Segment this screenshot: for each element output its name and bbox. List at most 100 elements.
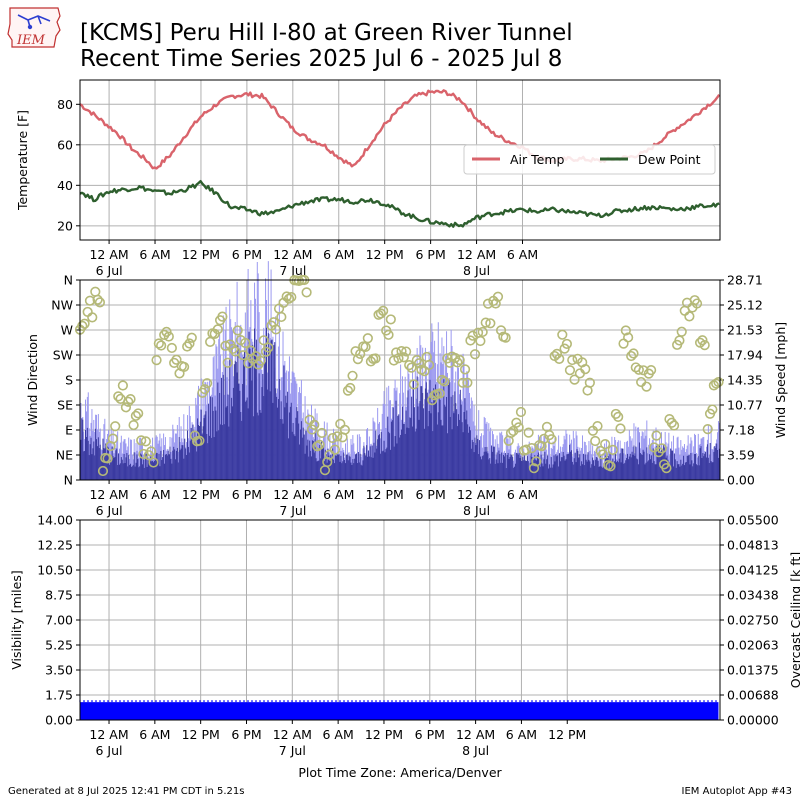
wind-direction-marker: [702, 424, 713, 435]
chart-title-line1: [KCMS] Peru Hill I-80 at Green River Tun…: [80, 20, 573, 46]
iowa-outline-shape: [7, 7, 61, 48]
wind-direction-marker: [201, 378, 213, 389]
x-tick-label: 6 PM: [232, 247, 262, 262]
wind-direction-marker: [102, 453, 113, 464]
wind-direction-marker: [92, 294, 103, 305]
wind-direction-marker: [342, 385, 354, 396]
legend-dew-point-label: Dew Point: [638, 152, 701, 167]
x-tick-label: 12 PM: [182, 247, 220, 262]
x-tick-label: 12 AM: [273, 727, 312, 742]
wind-direction-marker: [156, 340, 167, 351]
x-tick-label: 6 PM: [415, 727, 445, 742]
wind-direction-marker: [600, 439, 611, 450]
wind-direction-marker: [148, 457, 159, 468]
logo-text: IEM: [16, 33, 46, 48]
y-right-tick-label: 17.94: [727, 348, 763, 363]
x-tick-label: 6 PM: [231, 727, 261, 742]
x-tick-label: 6 AM: [506, 727, 537, 742]
y-tick-label: W: [61, 323, 73, 338]
wind-direction-marker: [166, 342, 177, 354]
wind-direction-marker: [557, 329, 568, 340]
wind-direction-marker: [633, 364, 644, 375]
wind-direction-marker: [590, 435, 601, 447]
wind-direction-marker: [370, 353, 381, 364]
x-tick-label: 6 AM: [507, 487, 538, 502]
wind-direction-marker: [352, 354, 363, 365]
wind-direction-marker: [324, 449, 335, 460]
wind-direction-marker: [163, 331, 174, 342]
x-tick-label: 12 AM: [273, 247, 312, 262]
wind-direction-marker: [713, 376, 724, 388]
wind-direction-marker: [107, 433, 119, 444]
wind-speed-axis-label: Wind Speed [mph]: [773, 322, 788, 438]
x-tick-label: 12 PM: [182, 487, 220, 502]
wind-direction-marker: [626, 350, 637, 362]
wind-direction-marker: [515, 406, 527, 418]
wind-direction-marker: [186, 332, 197, 343]
wind-direction-marker: [551, 348, 563, 360]
wind-direction-marker: [567, 354, 578, 366]
wind-direction-marker: [133, 408, 144, 419]
wind-direction-marker: [584, 377, 595, 388]
visibility-panel: 0.00 1.75 3.50 5.25 7.00 8.75 10.50 12.25 14.00 0…: [37, 513, 779, 759]
wind-direction-marker: [636, 376, 647, 388]
visibility-area: [80, 702, 719, 720]
y-tick-label: 8.75: [45, 588, 73, 603]
y-right-tick-label: 25.12: [727, 298, 763, 313]
wind-direction-marker: [205, 336, 216, 347]
wind-direction-marker: [437, 374, 448, 386]
x-date-label: 7 Jul: [279, 503, 306, 518]
wind-direction-marker: [347, 370, 358, 381]
wind-direction-marker: [327, 432, 338, 444]
x-tick-label: 6 AM: [323, 727, 354, 742]
wind-direction-marker: [339, 424, 350, 435]
x-tick-label: 12 AM: [273, 487, 312, 502]
y-tick-label: 7.00: [45, 613, 73, 628]
wind-direction-marker: [222, 357, 233, 368]
x-tick-label: 6 AM: [139, 487, 170, 502]
wind-direction-marker: [151, 355, 162, 366]
y-tick-label: N: [64, 273, 73, 288]
wind-direction-marker: [113, 391, 124, 402]
wind-direction-marker: [462, 377, 473, 388]
wind-direction-marker: [82, 306, 93, 318]
wind-direction-marker: [646, 365, 657, 376]
plot-frame: [79, 79, 721, 241]
wind-direction-marker: [666, 417, 677, 428]
x-tick-label: 6 PM: [415, 247, 445, 262]
wind-direction-marker: [684, 311, 695, 322]
x-tick-label: 6 AM: [507, 247, 538, 262]
x-tick-label: 12 AM: [89, 247, 128, 262]
wind-direction-marker: [467, 330, 478, 341]
wind-direction-marker: [477, 326, 488, 338]
wind-direction-marker: [561, 338, 572, 350]
wind-direction-marker: [329, 444, 341, 455]
wind-direction-marker: [482, 298, 494, 309]
wind-direction-marker: [268, 317, 279, 328]
wind-direction-marker: [615, 423, 626, 434]
wind-direction-marker: [495, 325, 507, 336]
y-tick-label: 14.00: [37, 513, 73, 528]
y-tick-label: 0.00: [45, 713, 73, 728]
wind-direction-marker: [383, 329, 394, 340]
wind-direction-marker: [404, 360, 415, 371]
visibility-axis-label: Visibility [miles]: [9, 570, 24, 669]
y-right-tick-label: 28.71: [727, 273, 763, 288]
wind-direction-marker: [398, 352, 409, 363]
wind-direction-marker: [513, 422, 524, 433]
wind-direction-marker: [559, 343, 570, 354]
wind-direction-marker: [656, 443, 667, 454]
wind-direction-marker: [485, 318, 496, 329]
y-tick-label: 12.25: [37, 538, 73, 553]
y-right-tick-label: 0.02063: [727, 638, 779, 653]
wind-direction-marker: [475, 335, 486, 347]
y-tick-label: SE: [57, 398, 73, 413]
wind-direction-marker: [641, 381, 652, 392]
wind-direction-marker: [117, 380, 128, 391]
wind-direction-marker: [240, 337, 251, 349]
wind-direction-marker: [136, 435, 147, 446]
x-tick-label: 12 AM: [89, 487, 128, 502]
y-tick-label: 10.50: [37, 563, 73, 578]
legend: Air Temp Dew Point: [463, 144, 716, 175]
